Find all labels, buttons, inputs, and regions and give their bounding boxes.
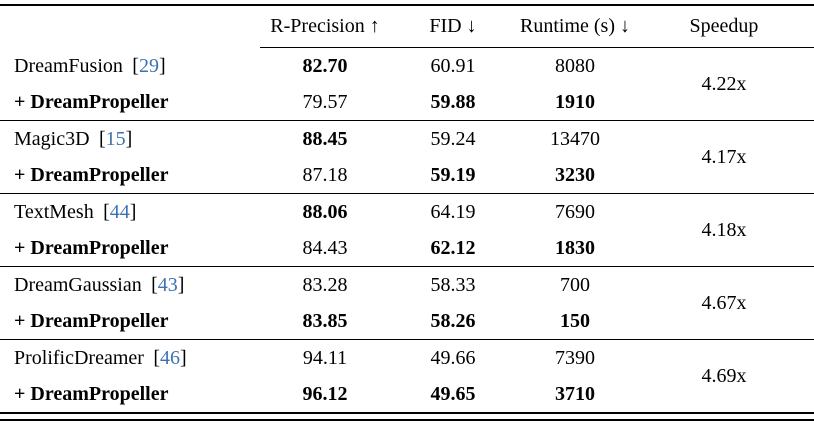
- citation-number[interactable]: 29: [138, 54, 159, 77]
- method-name: TextMesh: [14, 201, 99, 223]
- ours-r-precision-value: 83.85: [302, 310, 348, 332]
- citation-number[interactable]: 15: [105, 128, 126, 150]
- citation-link[interactable]: [29]: [132, 55, 165, 77]
- table-row-ours: + DreamPropeller 96.12 49.65 3710: [0, 376, 814, 412]
- baseline-fid-value: 49.66: [430, 347, 476, 369]
- baseline-fid-value: 59.24: [430, 128, 476, 150]
- speedup-value: 4.69x: [701, 365, 747, 387]
- table-row-ours: + DreamPropeller 79.57 59.88 1910: [0, 84, 814, 121]
- method-group: TextMesh [44] 88.06 64.19 7690 4.18x + D…: [0, 193, 814, 267]
- results-table: R-Precision ↑ FID ↓ Runtime (s) ↓ Speedu…: [0, 6, 814, 412]
- method-name: Magic3D: [14, 128, 95, 150]
- method-group: ProlificDreamer [46] 94.11 49.66 7390 4.…: [0, 339, 814, 413]
- table-top-rule: [0, 4, 814, 6]
- method-name-cell: DreamGaussian [43]: [0, 267, 260, 304]
- header-runtime: Runtime (s) ↓: [516, 6, 634, 48]
- citation-number[interactable]: 43: [157, 274, 178, 296]
- ours-r-precision-value: 84.43: [302, 237, 348, 259]
- baseline-runtime-value: 13470: [550, 128, 600, 150]
- ours-fid-value: 58.26: [430, 310, 476, 332]
- citation-close-bracket: ]: [177, 274, 185, 296]
- method-group: Magic3D [15] 88.45 59.24 13470 4.17x + D…: [0, 120, 814, 194]
- ours-fid-value: 62.12: [430, 237, 476, 259]
- baseline-runtime-value: 7690: [555, 201, 595, 223]
- table-row-baseline: ProlificDreamer [46] 94.11 49.66 7390 4.…: [0, 340, 814, 387]
- table-bottom-rule: [0, 412, 814, 421]
- baseline-runtime-value: 8080: [555, 55, 595, 77]
- citation-link[interactable]: [43]: [151, 274, 184, 296]
- ours-method-label: + DreamPropeller: [14, 164, 169, 186]
- method-group: DreamFusion [29] 82.70 60.91 8080 4.22x …: [0, 48, 814, 121]
- citation-link[interactable]: [15]: [99, 128, 132, 150]
- method-name: ProlificDreamer: [14, 347, 149, 369]
- citation-close-bracket: ]: [158, 54, 166, 77]
- citation-close-bracket: ]: [125, 128, 133, 150]
- ours-r-precision-value: 96.12: [302, 383, 348, 405]
- method-name-cell: ProlificDreamer [46]: [0, 340, 260, 377]
- ours-r-precision-value: 87.18: [302, 164, 348, 186]
- method-name-cell: Magic3D [15]: [0, 121, 260, 158]
- baseline-runtime-value: 700: [560, 274, 590, 296]
- citation-close-bracket: ]: [129, 201, 137, 223]
- ours-fid-value: 49.65: [430, 383, 476, 405]
- ours-runtime-value: 1910: [555, 91, 595, 113]
- table-row-baseline: Magic3D [15] 88.45 59.24 13470 4.17x: [0, 121, 814, 168]
- method-name-cell: TextMesh [44]: [0, 194, 260, 231]
- table-row-ours: + DreamPropeller 83.85 58.26 150: [0, 303, 814, 340]
- baseline-fid-value: 60.91: [430, 55, 476, 77]
- citation-open-bracket: [: [98, 128, 106, 150]
- baseline-fid-value: 64.19: [430, 201, 476, 223]
- ours-method-label: + DreamPropeller: [14, 237, 169, 259]
- speedup-value: 4.22x: [701, 73, 747, 95]
- baseline-r-precision-value: 83.28: [302, 274, 348, 296]
- citation-number[interactable]: 46: [160, 347, 181, 369]
- citation-open-bracket: [: [153, 347, 161, 369]
- method-name: DreamFusion: [14, 54, 128, 77]
- citation-number[interactable]: 44: [109, 201, 130, 223]
- header-r-precision: R-Precision ↑: [260, 6, 390, 48]
- table-row-ours: + DreamPropeller 87.18 59.19 3230: [0, 157, 814, 194]
- table-row-baseline: TextMesh [44] 88.06 64.19 7690 4.18x: [0, 194, 814, 241]
- citation-link[interactable]: [46]: [153, 347, 186, 369]
- header-fid: FID ↓: [390, 6, 516, 48]
- ours-runtime-value: 3230: [555, 164, 595, 186]
- speedup-value: 4.67x: [701, 292, 747, 314]
- ours-fid-value: 59.88: [430, 91, 476, 113]
- table-row-ours: + DreamPropeller 84.43 62.12 1830: [0, 230, 814, 267]
- citation-link[interactable]: [44]: [103, 201, 136, 223]
- baseline-runtime-value: 7390: [555, 347, 595, 369]
- table-row-baseline: DreamGaussian [43] 83.28 58.33 700 4.67x: [0, 267, 814, 314]
- citation-open-bracket: [: [103, 201, 110, 223]
- ours-method-label: + DreamPropeller: [14, 383, 169, 405]
- speedup-value: 4.18x: [701, 219, 747, 241]
- method-name: DreamGaussian: [14, 274, 147, 296]
- header-method-empty: [0, 6, 260, 48]
- table-header: R-Precision ↑ FID ↓ Runtime (s) ↓ Speedu…: [0, 6, 814, 48]
- speedup-value: 4.17x: [701, 146, 747, 168]
- ours-runtime-value: 150: [560, 310, 590, 332]
- citation-open-bracket: [: [151, 274, 158, 296]
- ours-runtime-value: 1830: [555, 237, 595, 259]
- baseline-fid-value: 58.33: [430, 274, 476, 296]
- citation-open-bracket: [: [132, 54, 139, 77]
- ours-r-precision-value: 79.57: [302, 91, 348, 113]
- method-group: DreamGaussian [43] 83.28 58.33 700 4.67x…: [0, 266, 814, 340]
- baseline-r-precision-value: 82.70: [302, 55, 348, 77]
- baseline-r-precision-value: 88.45: [302, 128, 348, 150]
- table-row-baseline: DreamFusion [29] 82.70 60.91 8080 4.22x: [0, 48, 814, 95]
- ours-method-label: + DreamPropeller: [14, 91, 169, 113]
- header-speedup: Speedup: [634, 6, 814, 48]
- ours-runtime-value: 3710: [555, 383, 595, 405]
- baseline-r-precision-value: 88.06: [302, 201, 348, 223]
- baseline-r-precision-value: 94.11: [302, 347, 348, 369]
- ours-method-label: + DreamPropeller: [14, 310, 169, 332]
- citation-close-bracket: ]: [180, 347, 187, 369]
- method-name-cell: DreamFusion [29]: [0, 48, 260, 85]
- ours-fid-value: 59.19: [430, 164, 476, 186]
- header-row: R-Precision ↑ FID ↓ Runtime (s) ↓ Speedu…: [0, 6, 814, 48]
